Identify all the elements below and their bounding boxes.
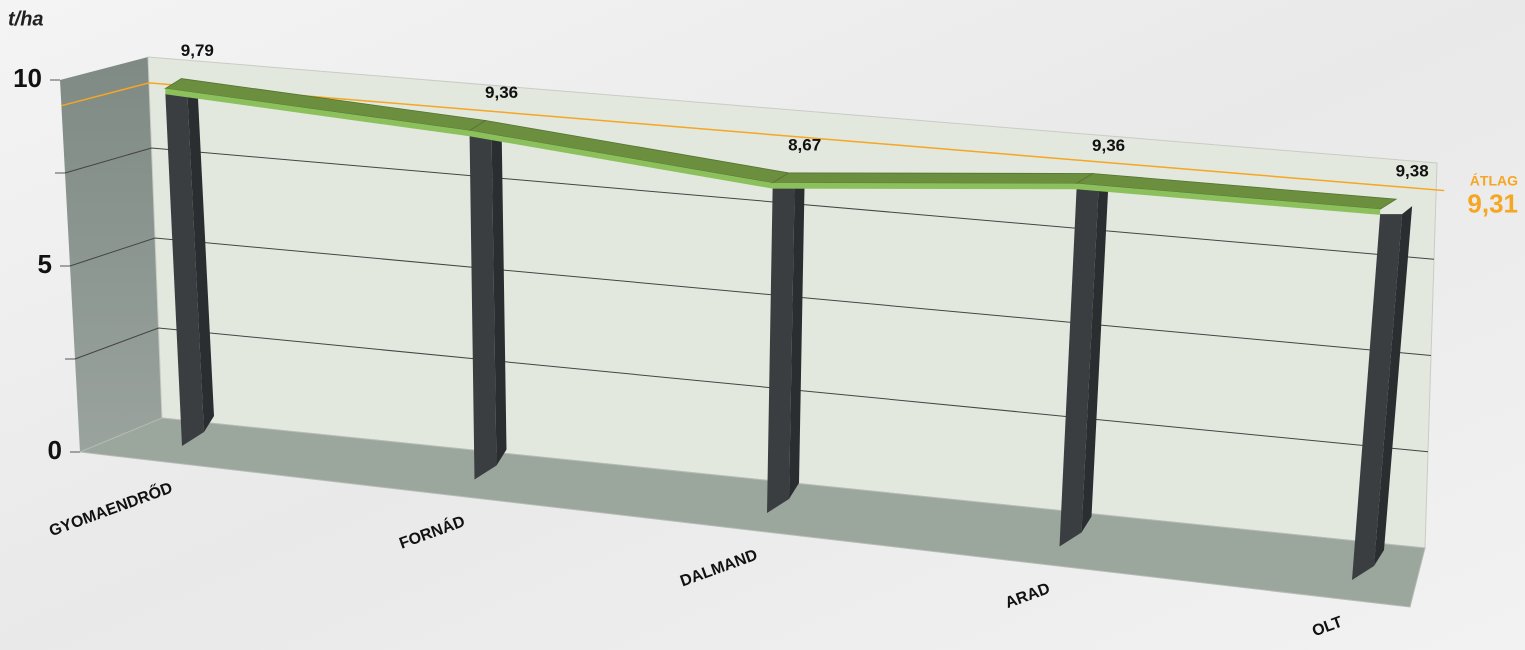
y-tick-label: 5 <box>38 249 52 279</box>
post <box>165 93 204 446</box>
average-line <box>61 82 1445 192</box>
grid-line <box>64 147 1435 260</box>
ribbon-top <box>771 172 1094 184</box>
floor <box>78 417 1426 608</box>
value-label: 9,38 <box>1396 162 1429 181</box>
value-label: 9,79 <box>181 41 214 60</box>
ribbon-front <box>772 182 1077 189</box>
value-label: 8,67 <box>788 135 821 154</box>
value-label: 9,36 <box>485 83 518 102</box>
post <box>1352 214 1403 580</box>
ribbon-front <box>469 130 773 188</box>
grid-line <box>69 237 1432 356</box>
post-side <box>491 127 507 466</box>
post <box>469 135 497 480</box>
ribbon-front <box>165 88 470 136</box>
left-wall <box>60 57 162 452</box>
post <box>767 187 795 513</box>
post <box>1059 188 1099 547</box>
y-tick-label: 0 <box>48 435 62 465</box>
average-label: ÁTLAG <box>1470 172 1518 188</box>
y-axis-label: t/ha <box>8 8 44 30</box>
post-side <box>187 85 214 432</box>
value-label: 9,36 <box>1092 136 1125 155</box>
post-side <box>1081 180 1109 533</box>
post-side <box>1374 206 1413 566</box>
ribbon-front <box>1076 183 1381 215</box>
grid-line <box>74 327 1429 453</box>
average-value-label: 9,31 <box>1467 188 1518 218</box>
post-side <box>789 179 805 499</box>
line <box>165 92 1381 215</box>
y-tick-label: 10 <box>13 63 42 93</box>
